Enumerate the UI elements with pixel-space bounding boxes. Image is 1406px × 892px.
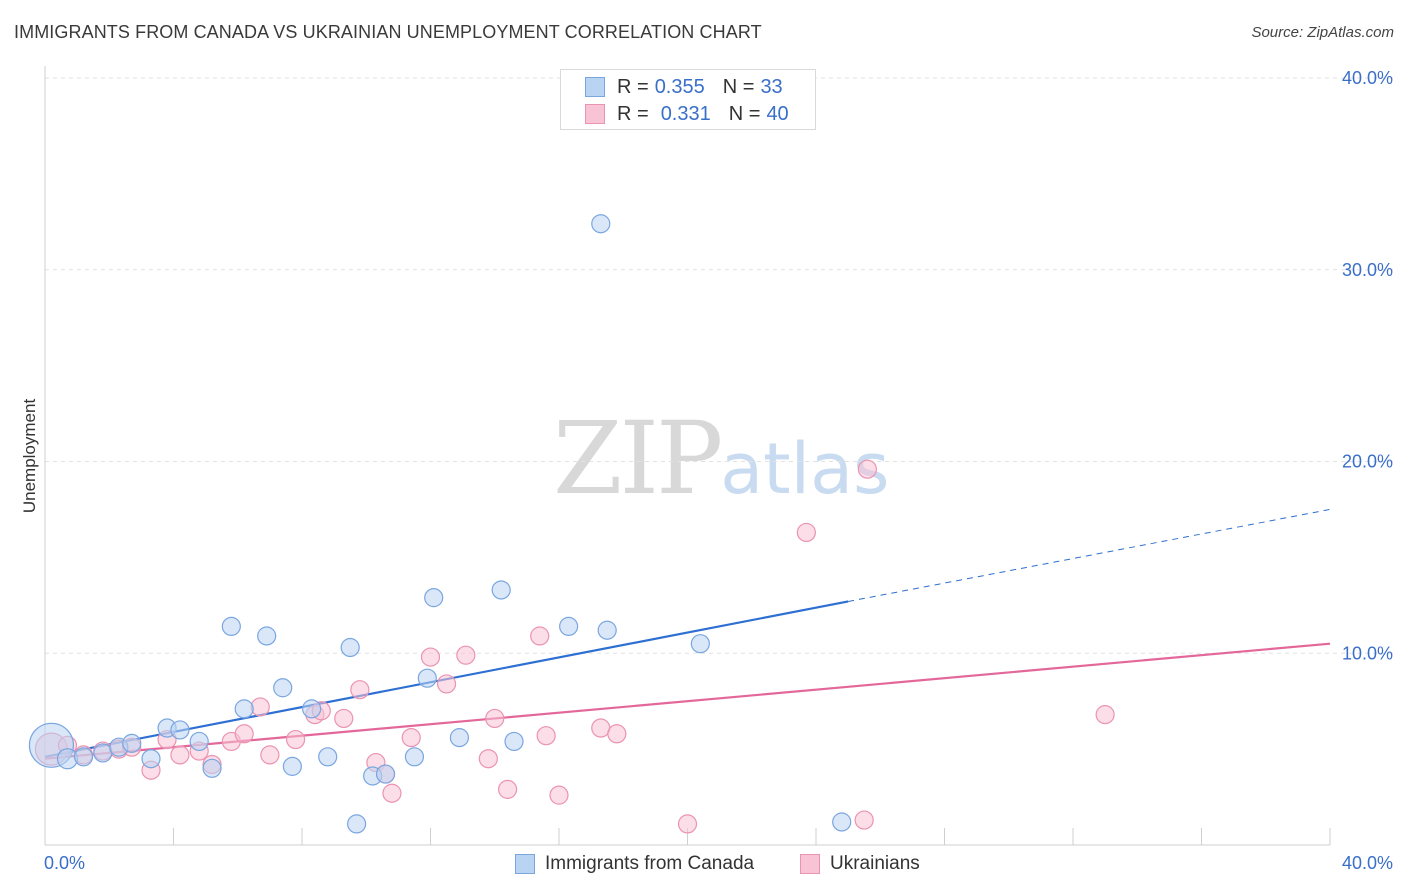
point-ukrainians: [260, 745, 280, 765]
legend-row-canada: R = 0.355 N = 33: [585, 74, 783, 100]
bottom-legend-canada: Immigrants from Canada: [515, 851, 754, 877]
point-ukrainians: [591, 718, 611, 738]
point-canada: [302, 699, 322, 719]
point-canada: [424, 588, 444, 608]
point-canada: [318, 747, 338, 767]
point-canada: [93, 743, 113, 763]
point-ukrainians: [334, 708, 354, 729]
bottom-legend-swatch-pink: [800, 854, 820, 874]
point-canada: [449, 728, 470, 748]
legend-r-value: 0.355: [654, 75, 705, 98]
point-ukrainians: [607, 724, 627, 744]
point-ukrainians: [170, 745, 190, 765]
point-canada: [375, 764, 396, 784]
point-canada: [273, 678, 293, 698]
point-ukrainians: [677, 814, 698, 834]
legend-n-label: N =: [722, 75, 755, 98]
point-ukrainians: [1095, 705, 1115, 725]
legend-r-label: R =: [617, 102, 649, 125]
y-axis-label: Unemployment: [20, 399, 39, 514]
gridlines: [45, 77, 1395, 654]
point-ukrainians: [285, 729, 306, 750]
legend-r-label: R =: [617, 75, 649, 98]
point-canada: [122, 733, 142, 753]
legend-n-label: N =: [728, 102, 761, 125]
point-ukrainians: [857, 459, 878, 479]
point-ukrainians: [436, 674, 457, 694]
correlation-legend: R = 0.355 N = 33 R = 0.331 N = 40: [560, 69, 816, 130]
watermark-zip: ZIP: [553, 400, 723, 517]
source-label: Source: ZipAtlas.com: [1251, 24, 1394, 41]
point-canada: [202, 758, 222, 778]
point-canada: [597, 620, 617, 640]
point-ukrainians: [250, 697, 270, 717]
point-ukrainians: [536, 726, 556, 746]
trend-lines: [44, 508, 1331, 760]
data-points: [28, 214, 1115, 834]
point-ukrainians: [350, 680, 370, 700]
point-ukrainians: [420, 647, 441, 667]
y-tick-label: 40.0%: [1342, 68, 1393, 88]
point-canada: [559, 616, 579, 637]
axis-labels: 10.0% 20.0% 30.0% 40.0% 0.0% 40.0% Unemploymen…: [20, 68, 1393, 873]
point-canada: [257, 626, 277, 646]
point-ukrainians: [854, 810, 874, 830]
point-canada: [340, 637, 360, 658]
point-canada: [170, 720, 190, 740]
y-tick-label: 20.0%: [1342, 452, 1393, 472]
legend-swatch-blue: [585, 77, 605, 97]
point-ukrainians: [549, 785, 569, 805]
point-canada: [347, 814, 367, 834]
point-ukrainians: [401, 728, 421, 748]
point-canada: [73, 747, 94, 767]
point-ukrainians: [456, 645, 476, 665]
legend-n-value: 33: [760, 75, 783, 98]
point-ukrainians: [478, 749, 498, 769]
point-ukrainians: [498, 779, 518, 799]
x-tick-label: 0.0%: [44, 853, 85, 873]
point-canada: [491, 580, 511, 600]
point-canada: [591, 214, 611, 234]
point-canada: [282, 756, 302, 776]
axes: [44, 66, 1331, 846]
legend-n-value: 40: [766, 102, 789, 125]
point-ukrainians: [796, 522, 816, 543]
x-tick-label: 40.0%: [1342, 853, 1393, 873]
bottom-legend-ukrainians: Ukrainians: [800, 851, 920, 877]
y-tick-label: 10.0%: [1342, 643, 1393, 663]
y-tick-label: 30.0%: [1342, 260, 1393, 280]
point-canada: [404, 747, 425, 767]
point-canada: [141, 749, 161, 769]
point-ukrainians: [382, 783, 402, 803]
point-canada: [417, 668, 437, 688]
chart-title: IMMIGRANTS FROM CANADA VS UKRAINIAN UNEM…: [14, 22, 762, 42]
bottom-legend-label-ukrainians: Ukrainians: [830, 853, 920, 874]
point-canada: [234, 699, 254, 719]
point-ukrainians: [485, 708, 505, 729]
bottom-legend-swatch-blue: [515, 854, 535, 874]
trend-line-ukrainians: [44, 642, 1331, 760]
legend-row-ukrainians: R = 0.331 N = 40: [585, 101, 789, 127]
legend-r-value: 0.331: [660, 102, 711, 125]
point-canada: [504, 731, 524, 752]
bottom-legend-label-canada: Immigrants from Canada: [545, 853, 755, 874]
point-ukrainians: [234, 724, 254, 744]
legend-swatch-pink: [585, 104, 605, 124]
point-canada: [690, 634, 710, 654]
point-ukrainians: [530, 626, 550, 646]
point-canada: [189, 731, 209, 752]
point-canada: [832, 812, 852, 832]
trend-line-canada-extension: [848, 508, 1331, 602]
point-canada: [221, 616, 241, 637]
